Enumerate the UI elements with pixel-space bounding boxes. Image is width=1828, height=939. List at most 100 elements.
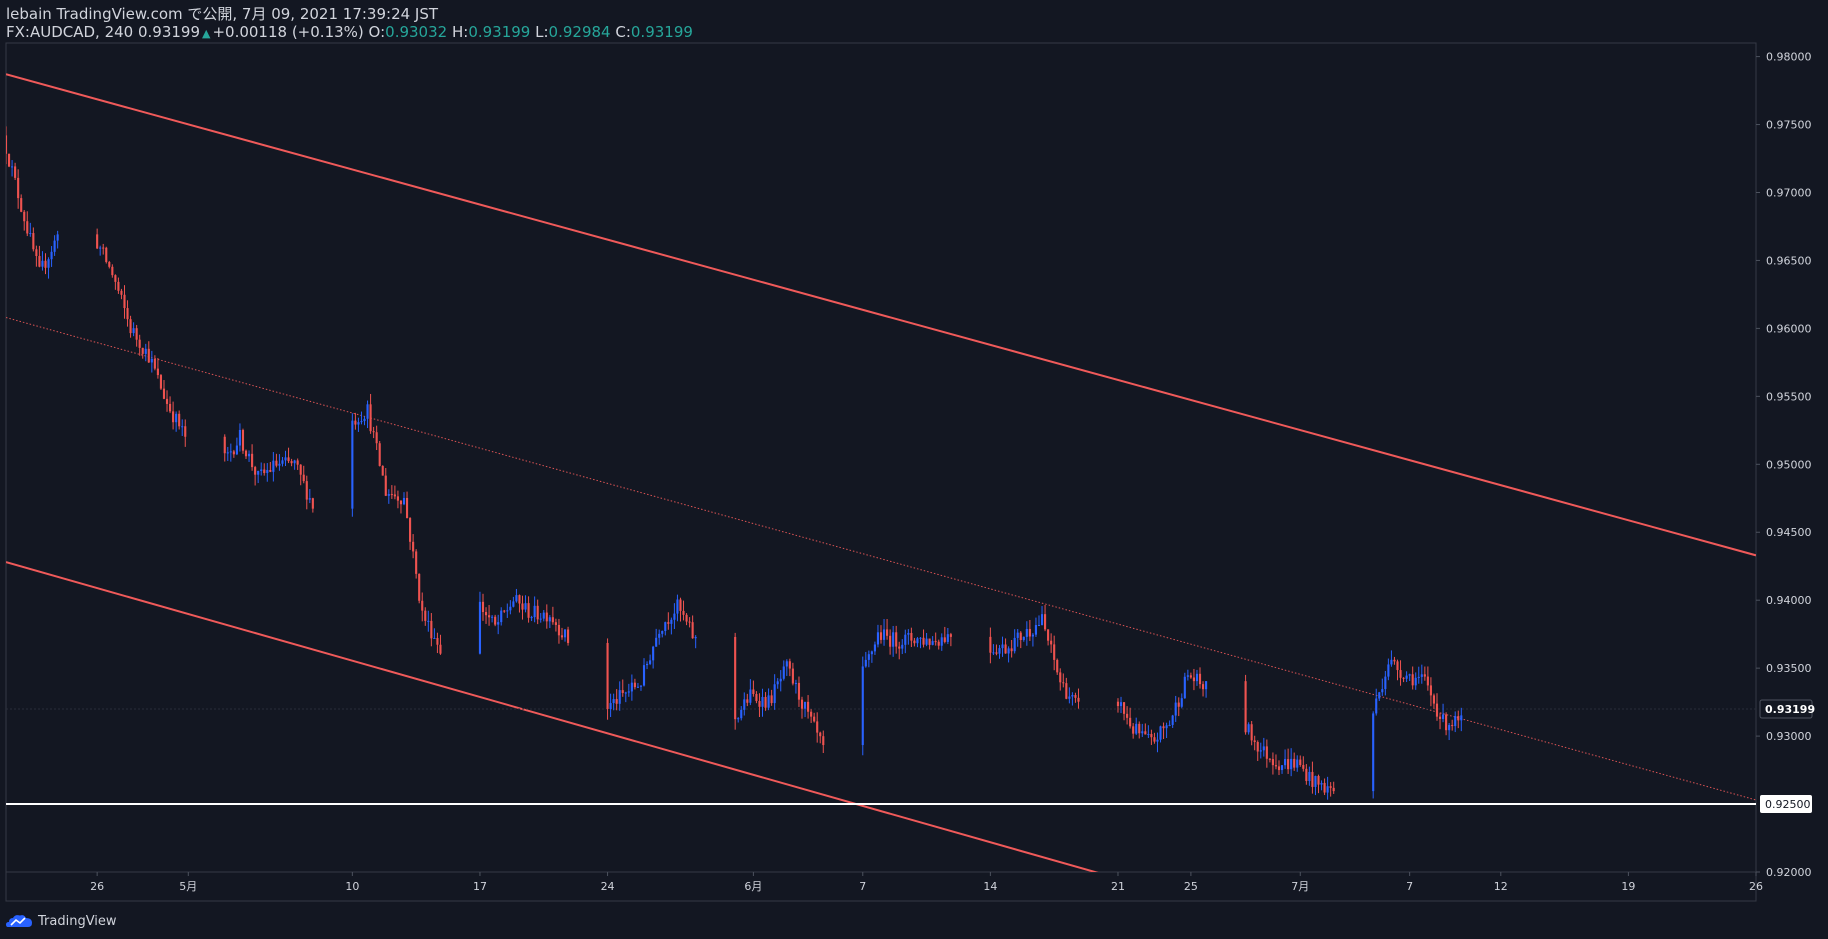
candle-body <box>901 644 904 649</box>
candle-body <box>1201 684 1205 690</box>
candle-body <box>764 696 767 708</box>
candle-body <box>998 648 1001 654</box>
candle-body <box>688 621 691 623</box>
candle-body <box>138 339 141 348</box>
candle-body <box>1290 758 1293 770</box>
candle-body <box>904 634 907 645</box>
candle-body <box>1244 681 1247 733</box>
candle-body <box>32 233 35 250</box>
candle-body <box>1390 659 1393 665</box>
candle-body <box>251 453 254 468</box>
candle-body <box>360 421 363 423</box>
candle-body <box>1296 759 1299 768</box>
candle-body <box>1198 673 1202 685</box>
candle-body <box>819 732 822 737</box>
candle-body <box>1062 682 1065 684</box>
candle-body <box>20 198 23 212</box>
candle-body <box>144 348 147 354</box>
candle-body <box>424 610 427 621</box>
candle-body <box>1438 716 1442 719</box>
candle-body <box>1442 714 1445 719</box>
candle-body <box>247 453 251 457</box>
candle-body <box>636 686 640 688</box>
candle-body <box>1053 644 1056 660</box>
candle-body <box>1147 734 1150 736</box>
candle-body <box>1435 703 1439 717</box>
candle-body <box>141 347 144 354</box>
candle-body <box>135 328 138 340</box>
candle-body <box>226 452 229 454</box>
candle-body <box>515 595 518 602</box>
candle-body <box>287 457 290 462</box>
publish-info: lebain TradingView.com で公開, 7月 09, 2021 … <box>6 5 438 23</box>
price-axis[interactable]: 0.98000 0.97500 0.97000 0.96500 0.96000 0.955… <box>1756 51 1815 879</box>
drawings-layer <box>6 73 1756 873</box>
candle-body <box>244 450 248 457</box>
time-axis[interactable]: 26 5月 10 17 24 6月 7 14 21 25 7月 7 12 19 26 <box>90 872 1763 893</box>
candle-body <box>673 613 676 620</box>
candle-body <box>667 622 670 624</box>
candle-body <box>1016 632 1019 638</box>
candle-body <box>1077 697 1080 702</box>
candle-body <box>366 404 369 419</box>
candle-body <box>773 684 776 704</box>
candle-body <box>1399 670 1402 678</box>
candle-body <box>800 699 804 709</box>
candle-body <box>296 460 299 465</box>
candle-body <box>803 701 807 709</box>
candle-body <box>1250 724 1253 741</box>
high-value: 0.93199 <box>468 23 531 41</box>
symbol-legend[interactable]: FX:AUDCAD, 240 0.93199 ▲ +0.00118 (+0.13%)… <box>6 23 693 43</box>
candle-body <box>1454 716 1457 727</box>
candle-body <box>770 695 773 704</box>
candle-body <box>484 612 488 616</box>
candle-body <box>563 629 567 638</box>
channel-lower-line[interactable] <box>6 561 1100 873</box>
candle-body <box>427 620 430 622</box>
candle-body <box>7 153 11 167</box>
candle-body <box>1183 676 1186 699</box>
candle-body <box>676 599 679 614</box>
candle-body <box>928 638 931 645</box>
candle-body <box>1387 664 1390 677</box>
channel-upper-line[interactable] <box>6 73 1756 557</box>
candle-body <box>1059 672 1062 683</box>
candle-body <box>378 443 381 466</box>
candle-body <box>238 430 242 446</box>
candle-body <box>500 610 503 623</box>
last-price-badge <box>1759 699 1813 719</box>
candle-body <box>1122 702 1126 714</box>
publish-info-text: lebain TradingView.com で公開, 7月 09, 2021 … <box>6 5 439 23</box>
y-tick-label: 0.96000 <box>1766 322 1812 335</box>
candle-body <box>642 665 646 686</box>
candle-body <box>1192 677 1195 682</box>
candle-body <box>17 177 20 199</box>
chart-frame <box>5 42 1757 902</box>
candle-body <box>1378 692 1381 699</box>
candle-body <box>1420 674 1423 677</box>
candle-body <box>807 701 810 712</box>
candle-body <box>357 422 360 425</box>
symbol-label[interactable]: FX:AUDCAD, 240 0.93199 <box>6 23 200 41</box>
candle-body <box>120 290 123 295</box>
candle-body <box>387 494 390 496</box>
candle-body <box>35 249 38 257</box>
high-label: H: <box>451 23 469 41</box>
channel-middle-line[interactable] <box>6 317 1756 801</box>
candle-body <box>797 682 801 700</box>
candle-body <box>1165 725 1168 729</box>
candle-body <box>421 600 424 611</box>
candle-body <box>114 275 117 282</box>
candle-body <box>606 642 609 709</box>
candle-body <box>661 630 664 634</box>
candle-body <box>1451 725 1454 727</box>
x-tick-label: 7月 <box>1291 880 1309 893</box>
candle-body <box>992 652 995 654</box>
candle-body <box>181 426 184 428</box>
candle-body <box>907 632 910 635</box>
candle-body <box>402 497 406 505</box>
candle-body <box>433 637 436 639</box>
candle-body <box>96 234 99 249</box>
candle-body <box>1177 702 1180 707</box>
